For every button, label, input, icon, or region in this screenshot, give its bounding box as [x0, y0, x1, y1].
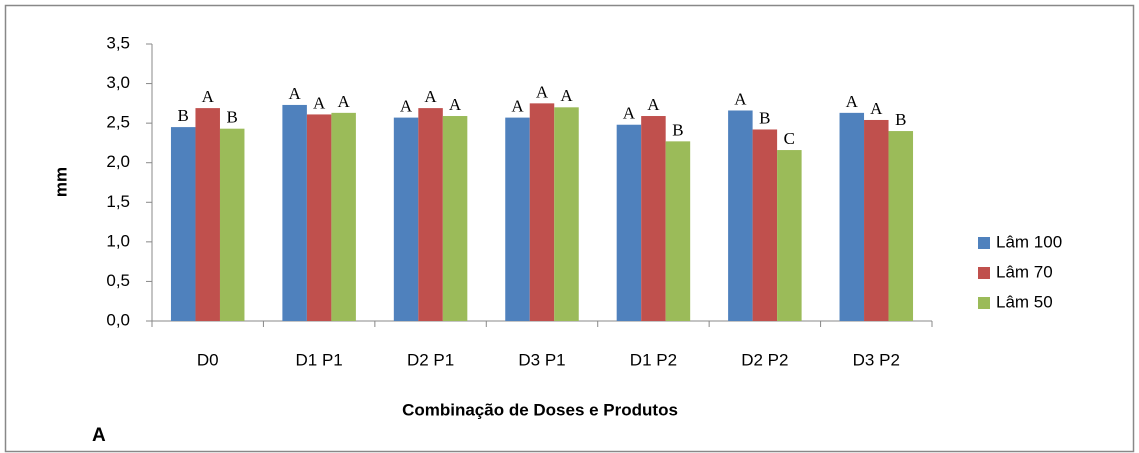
bar-annotation: C: [784, 129, 795, 148]
bar-annotation: B: [759, 108, 770, 127]
bar-annotation: A: [424, 87, 437, 106]
bar-annotation: A: [313, 93, 326, 112]
legend-label: Lâm 50: [996, 292, 1053, 311]
bar-annotation: B: [227, 108, 238, 127]
x-tick-label: D1 P2: [630, 350, 677, 369]
x-tick-label: D3 P2: [853, 350, 900, 369]
bar: [393, 117, 419, 321]
x-tick-label: D0: [197, 350, 219, 369]
y-axis-label: mm: [51, 167, 70, 197]
y-tick-label: 3,5: [106, 33, 130, 52]
bar-annotation: A: [846, 92, 859, 111]
y-tick-label: 2,0: [106, 152, 130, 171]
bar: [888, 131, 914, 321]
bar-annotation: A: [338, 92, 351, 111]
bar: [442, 116, 468, 322]
bar: [616, 124, 642, 322]
bar-annotation: A: [647, 95, 660, 114]
bar: [554, 107, 579, 321]
bar: [728, 110, 753, 321]
y-tick-label: 3,0: [106, 73, 130, 92]
bar-annotation: A: [870, 99, 883, 118]
bar: [665, 141, 691, 321]
bar-annotation: B: [672, 120, 683, 139]
bar: [219, 128, 245, 321]
bar-annotation: A: [560, 86, 573, 105]
bar-annotation: A: [536, 82, 549, 101]
y-tick-label: 1,5: [106, 192, 130, 211]
x-tick-label: D3 P1: [518, 350, 565, 369]
bar-annotation: A: [289, 84, 302, 103]
legend-swatch: [978, 237, 990, 249]
bar: [331, 112, 356, 322]
y-tick-label: 2,5: [106, 113, 130, 132]
bar: [641, 116, 666, 322]
y-tick-label: 0,5: [106, 271, 130, 290]
bar: [195, 108, 220, 321]
bar: [864, 119, 889, 321]
bar-annotation: A: [734, 89, 747, 108]
bar: [306, 114, 332, 322]
bar: [752, 129, 778, 321]
bar: [839, 112, 865, 322]
legend-label: Lâm 70: [996, 262, 1053, 281]
bar-annotation: A: [511, 97, 524, 116]
bar-annotation: B: [178, 106, 189, 125]
bar-annotation: B: [895, 110, 906, 129]
x-tick-label: D2 P1: [407, 350, 454, 369]
legend-swatch: [978, 267, 990, 279]
bar-annotation: A: [400, 97, 413, 116]
x-tick-label: D2 P2: [741, 350, 788, 369]
bar: [777, 150, 802, 321]
bar-annotation: A: [449, 95, 462, 114]
bar-annotation: A: [623, 104, 636, 123]
bar: [418, 108, 443, 321]
panel-label: A: [92, 425, 106, 446]
x-axis-label: Combinação de Doses e Produtos: [402, 400, 678, 419]
y-tick-label: 1,0: [106, 231, 130, 250]
y-tick-label: 0,0: [106, 310, 130, 329]
bar: [505, 117, 530, 321]
x-tick-label: D1 P1: [296, 350, 343, 369]
bar: [170, 127, 196, 321]
bar-annotation: A: [202, 87, 215, 106]
bar: [282, 104, 307, 321]
legend-swatch: [978, 297, 990, 309]
legend-label: Lâm 100: [996, 232, 1062, 251]
bar: [529, 103, 555, 321]
